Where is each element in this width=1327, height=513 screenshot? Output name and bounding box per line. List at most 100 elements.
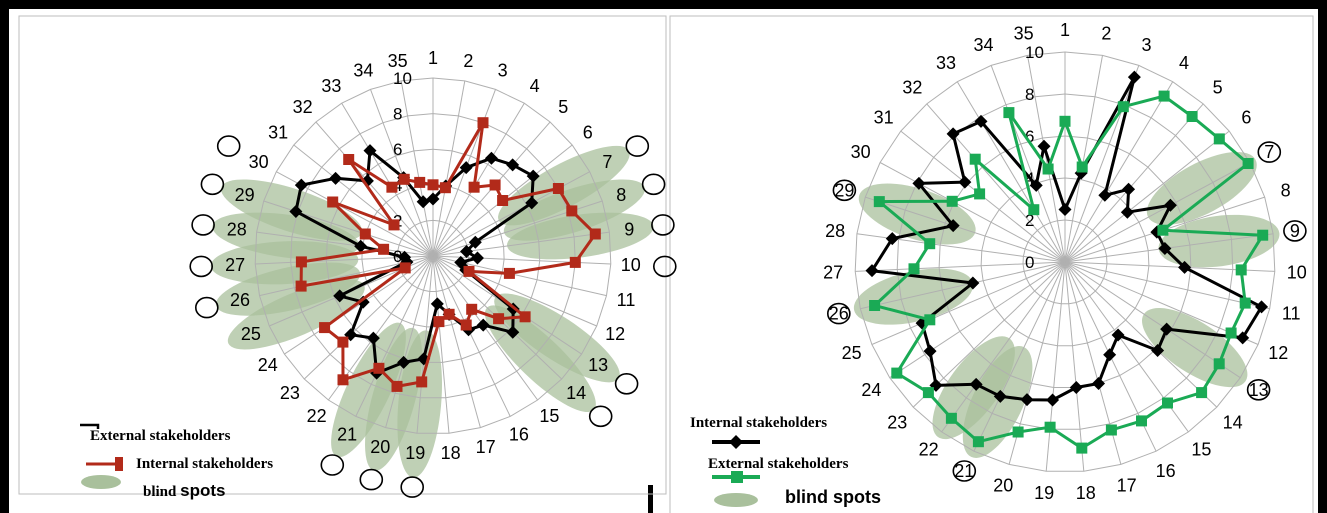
spoke-31 xyxy=(293,144,434,257)
radial-tick-label: 6 xyxy=(393,140,402,159)
data-point xyxy=(552,183,564,194)
data-point xyxy=(1257,229,1269,241)
data-point xyxy=(354,239,368,253)
circle-marker-14 xyxy=(588,405,613,428)
data-point xyxy=(1213,358,1225,370)
data-point xyxy=(1105,424,1117,436)
category-tick-label: 25 xyxy=(241,324,261,344)
data-point xyxy=(974,188,986,200)
circle-marker-30 xyxy=(216,135,241,157)
data-point xyxy=(1196,387,1208,399)
legend-blind-spot-label: blind spots xyxy=(143,481,225,500)
data-point xyxy=(439,182,451,194)
radial-tick-label: 10 xyxy=(393,69,412,88)
category-tick-label: 3 xyxy=(1141,35,1151,55)
category-tick-label: 4 xyxy=(1179,53,1189,73)
circle-marker-19 xyxy=(400,476,425,498)
category-tick-label: 35 xyxy=(1014,24,1034,44)
category-tick-label: 5 xyxy=(558,97,568,117)
radial-tick-label: 6 xyxy=(1025,127,1034,146)
radial-tick-label: 4 xyxy=(393,176,402,195)
radial-tick-label: 8 xyxy=(393,105,402,124)
data-point xyxy=(1076,442,1088,454)
data-point xyxy=(1111,328,1125,342)
data-point xyxy=(1157,224,1169,236)
spoke-16 xyxy=(432,255,511,417)
legend-left: External stakeholders Internal stakehold… xyxy=(80,423,273,500)
category-tick-label: 7 xyxy=(1264,142,1274,162)
data-point xyxy=(1136,415,1147,427)
category-tick-label: 5 xyxy=(1213,77,1223,97)
circle-marker-7 xyxy=(625,135,650,157)
data-point xyxy=(1255,300,1269,314)
spoke-25 xyxy=(871,261,1066,345)
spoke-34 xyxy=(990,65,1066,263)
data-point xyxy=(946,127,960,141)
data-point xyxy=(295,256,307,268)
legend-internal-marker-icon xyxy=(729,435,743,449)
data-point xyxy=(497,195,509,206)
data-point xyxy=(470,251,484,265)
radar-chart-left: 0246810123456789101112131415161718192021… xyxy=(189,48,677,498)
category-tick-label: 9 xyxy=(624,219,634,239)
spoke-24 xyxy=(889,261,1066,379)
data-point xyxy=(1213,133,1225,145)
data-point xyxy=(993,389,1007,403)
category-tick-label: 26 xyxy=(230,290,250,310)
spoke-17 xyxy=(432,255,481,428)
data-point xyxy=(865,264,879,278)
spoke-32 xyxy=(315,121,434,257)
spoke-4 xyxy=(432,102,525,257)
grid-ring-10 xyxy=(854,51,1276,472)
data-point xyxy=(493,313,505,325)
data-point xyxy=(476,318,490,332)
data-point xyxy=(295,280,307,292)
category-tick-label: 8 xyxy=(1281,180,1291,200)
data-point xyxy=(416,376,428,388)
category-tick-label: 14 xyxy=(1223,412,1243,432)
data-point xyxy=(1028,204,1040,216)
circle-marker-27 xyxy=(189,255,213,278)
category-tick-label: 18 xyxy=(441,443,461,463)
category-tick-label: 13 xyxy=(1249,380,1269,400)
category-tick-label: 29 xyxy=(235,185,255,205)
data-point xyxy=(503,267,515,279)
category-tick-label: 24 xyxy=(258,355,278,375)
data-point xyxy=(1235,264,1247,276)
data-point xyxy=(569,256,581,268)
series-line xyxy=(299,121,597,388)
data-point xyxy=(391,380,403,392)
data-point xyxy=(430,297,444,311)
data-point xyxy=(1122,182,1136,196)
category-tick-label: 28 xyxy=(227,219,247,239)
spoke-30 xyxy=(879,162,1066,263)
category-tick-label: 18 xyxy=(1076,483,1096,503)
data-point xyxy=(506,158,520,172)
spoke-2 xyxy=(1064,55,1103,263)
data-point xyxy=(468,181,480,193)
category-tick-label: 6 xyxy=(1241,107,1251,127)
right-panel-border xyxy=(669,15,1314,513)
circle-marker-13 xyxy=(614,372,639,395)
spoke-20 xyxy=(385,255,434,428)
data-point xyxy=(966,276,980,290)
data-point xyxy=(378,243,390,255)
data-point xyxy=(319,322,331,334)
category-tick-label: 23 xyxy=(887,412,907,432)
category-tick-label: 35 xyxy=(388,51,408,71)
category-tick-label: 32 xyxy=(293,97,313,117)
category-tick-label: 16 xyxy=(509,424,529,444)
data-point xyxy=(337,374,349,386)
spoke-35 xyxy=(1027,55,1066,263)
spoke-27 xyxy=(855,261,1066,272)
spoke-33 xyxy=(956,81,1066,263)
category-tick-label: 26 xyxy=(829,304,849,324)
data-point xyxy=(398,250,412,264)
data-point xyxy=(459,161,473,175)
circle-marker-10 xyxy=(652,255,677,278)
category-tick-label: 11 xyxy=(1282,304,1301,324)
data-point xyxy=(1076,161,1088,173)
data-point xyxy=(946,219,960,233)
legend-internal-label: Internal stakeholders xyxy=(690,415,827,431)
data-point xyxy=(1098,188,1112,202)
